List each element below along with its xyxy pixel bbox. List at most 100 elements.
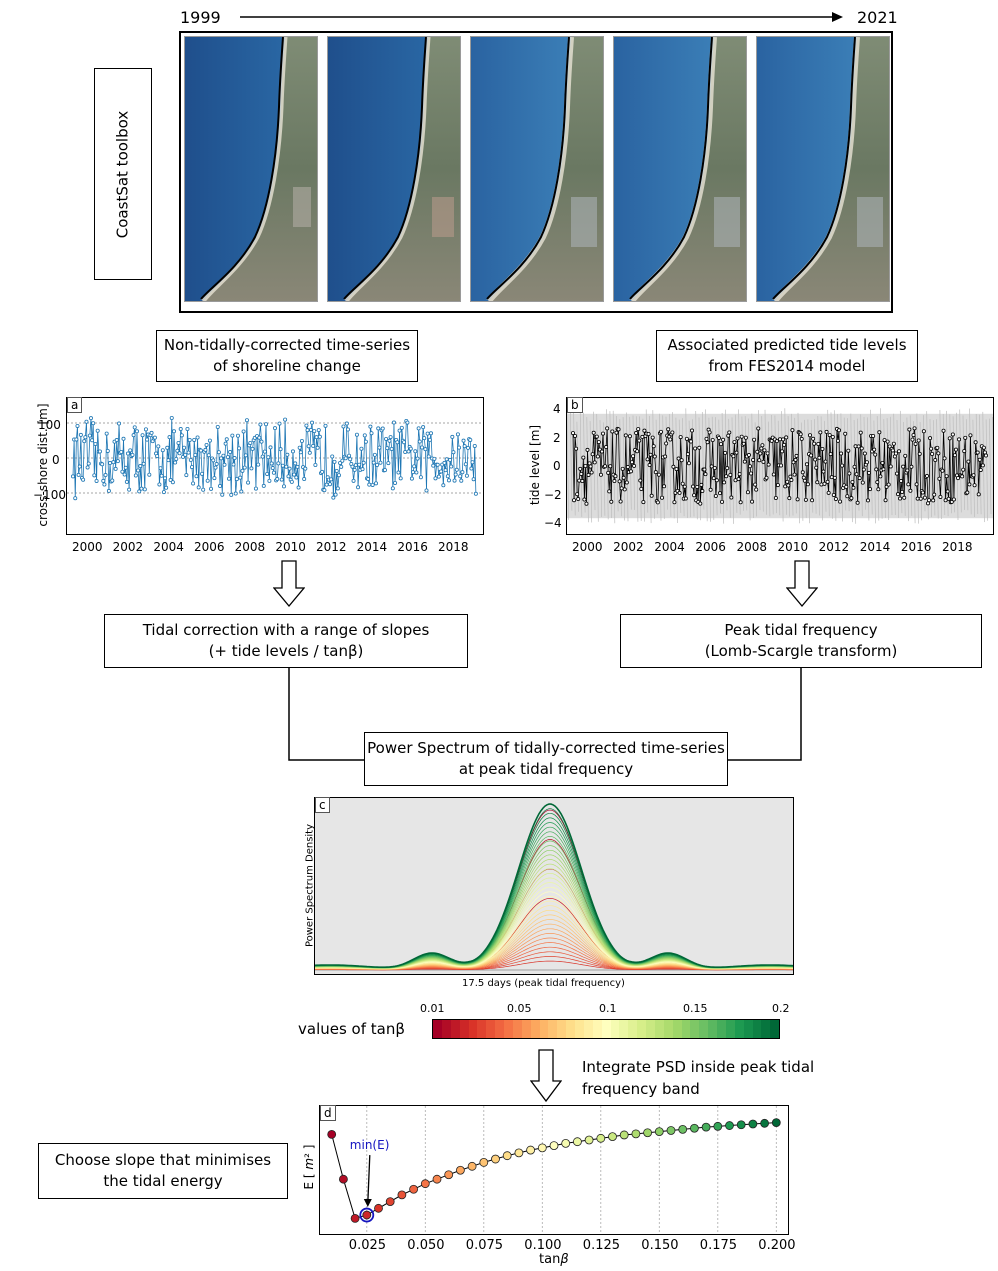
panel-b-tide-band [956,412,959,520]
panel-b-point [653,470,658,475]
panel-a-point [233,491,238,496]
panel-b-point [850,480,855,485]
panel-b-tide-band [688,420,692,518]
power-spectrum-box: Power Spectrum of tidally-corrected time… [364,732,728,786]
panel-b-point [635,449,640,454]
panel-a-point [350,464,355,469]
panel-a-point [272,426,277,431]
panel-a-point [384,436,389,441]
colorbar-swatch [441,1020,451,1038]
panel-a-point [338,461,343,466]
panel-b-point [903,453,908,458]
panel-d-point [385,1197,395,1206]
panel-b-point [775,483,780,488]
panel-a-point [303,466,308,471]
panel-b-point [798,432,803,437]
panel-b-xtick: 2012 [818,540,850,554]
panel-b-point [760,443,765,448]
panel-d-point [502,1151,512,1161]
panel-a-point [424,488,429,493]
panel-a-point [219,456,224,461]
panel-b-point [856,444,861,449]
panel-b-point [598,472,603,477]
panel-b-point [914,482,919,487]
panel-a-point [275,477,280,482]
panel-a-point [385,446,390,451]
panel-b-point [927,498,932,503]
panel-a-point [142,487,147,492]
panel-a-ytick: 100 [38,418,61,432]
panel-b-tide-band [893,413,896,515]
panel-b-point [887,444,892,449]
panel-b-point [727,430,732,435]
panel-b-point [674,467,679,472]
panel-a-point [143,427,148,432]
panel-b-point [908,488,913,493]
panel-a-point [122,472,127,477]
panel-d-point [537,1143,547,1153]
panel-a-point [386,461,391,466]
panel-a-point [433,476,438,481]
panel-a-point [71,474,76,479]
panel-b-point [666,427,671,432]
panel-a-point [267,478,272,483]
panel-a-point [74,437,79,442]
panel-b-tide-band [899,410,903,514]
panel-b-point [935,445,940,450]
panel-a-point [449,464,454,469]
panel-a-point [136,468,141,473]
panel-b-point [758,451,763,456]
panel-b-point [977,457,982,462]
panel-b-point [832,475,837,480]
colorbar-swatch [752,1020,762,1038]
panel-b-point [949,499,954,504]
panel-a-xtick: 2008 [234,540,266,554]
panel-b-point [688,439,693,444]
panel-d-min-marker [359,1207,375,1223]
panel-b-point [947,436,952,441]
panel-c-spectrum-line [315,919,793,970]
panel-a-point [83,435,88,440]
panel-a-point [159,473,164,478]
panel-d-point [338,1174,348,1184]
panel-a-point [212,476,217,481]
panel-b-tide-band [952,416,956,513]
down-arrow-right [786,560,818,608]
panel-a-point [406,449,411,454]
panel-d-point [608,1132,617,1142]
panel-a-point [278,447,283,452]
panel-b-point [877,430,882,435]
panel-a-point [91,421,96,426]
panel-b-point [663,454,668,459]
panel-b-point [692,493,697,498]
colorbar-swatch [495,1020,504,1038]
panel-a-point [389,446,394,451]
panel-c-spectrum-line [315,942,793,970]
panel-a-point [164,485,169,490]
panel-b-point [791,460,796,465]
panel-a-point [225,455,230,460]
panel-a-point [102,482,107,487]
panel-b-point [912,426,917,431]
panel-a-point [331,495,336,500]
panel-a-point [284,464,289,469]
panel-d-point [572,1137,582,1147]
panel-a-point [167,435,172,440]
tidal-correction-box: Tidal correction with a range of slopes … [104,614,468,668]
satellite-image-3 [470,36,604,303]
panel-a-point [157,482,162,487]
panel-a-point [426,454,431,459]
panel-a-point [308,427,313,432]
panel-a-point [297,445,302,450]
panel-a-point [120,469,125,474]
colorbar-swatch [566,1020,575,1038]
panel-a-point [177,451,182,456]
panel-a-point [248,440,253,445]
tide-levels-box: Associated predicted tide levels from FE… [656,330,918,382]
panel-b-point [711,476,716,481]
panel-a-point [185,427,190,432]
panel-b-tide-band [817,415,820,516]
panel-a-point [458,474,463,479]
panel-d-xtick: 0.075 [465,1238,504,1253]
panel-b-point [902,495,907,500]
